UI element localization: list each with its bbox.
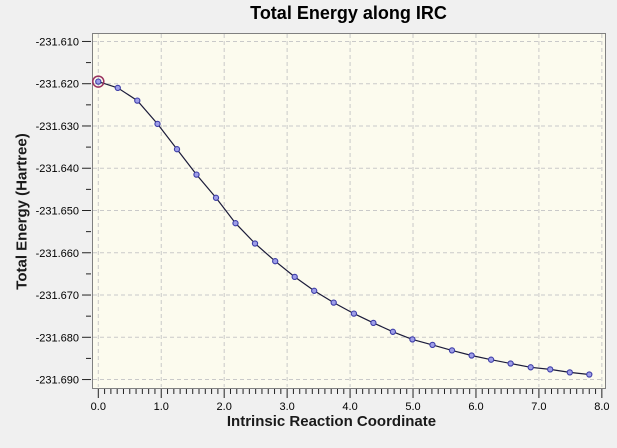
x-tick-label: 5.0 xyxy=(405,401,420,413)
data-point-marker[interactable] xyxy=(350,310,358,317)
data-point-marker[interactable] xyxy=(330,299,337,306)
data-point-marker[interactable] xyxy=(311,287,318,294)
y-tick-label: -231.690 xyxy=(36,375,79,387)
y-tick-label: -231.640 xyxy=(36,163,79,175)
data-point-marker[interactable] xyxy=(272,258,279,265)
x-tick-label: 0.0 xyxy=(91,401,106,413)
data-point-marker[interactable] xyxy=(251,240,259,247)
energy-curve xyxy=(98,81,590,376)
x-tick-label: 7.0 xyxy=(531,401,546,413)
y-tick-label: -231.610 xyxy=(36,36,79,48)
x-axis-label: Intrinsic Reaction Coordinate xyxy=(226,413,437,430)
y-tick-label: -231.680 xyxy=(36,332,79,344)
x-tick-label: 4.0 xyxy=(342,401,357,413)
data-point-marker[interactable] xyxy=(507,360,514,367)
data-point-marker[interactable] xyxy=(448,347,456,354)
data-point-marker[interactable] xyxy=(429,341,436,349)
data-point-marker[interactable] xyxy=(134,97,141,104)
x-tick-label: 6.0 xyxy=(468,401,483,413)
data-point-marker[interactable] xyxy=(193,171,200,178)
data-point-marker[interactable] xyxy=(566,369,573,376)
data-point-marker[interactable] xyxy=(527,364,534,371)
data-point-marker[interactable] xyxy=(389,328,397,335)
data-point-marker[interactable] xyxy=(487,356,495,363)
data-point-marker[interactable] xyxy=(409,336,416,343)
x-tick-label: 3.0 xyxy=(279,401,294,413)
data-point-marker[interactable] xyxy=(370,319,377,327)
selected-point-ring xyxy=(92,75,105,88)
x-tick-label: 1.0 xyxy=(154,401,169,413)
y-tick-label: -231.660 xyxy=(36,248,79,260)
x-tick-label: 2.0 xyxy=(217,401,232,413)
y-tick-label: -231.620 xyxy=(36,79,79,91)
y-axis-label: Total Energy (Hartree) xyxy=(13,133,31,290)
data-point-marker[interactable] xyxy=(173,146,181,153)
data-point-marker[interactable] xyxy=(212,194,220,201)
data-point-marker[interactable] xyxy=(95,78,102,85)
data-point-marker[interactable] xyxy=(547,366,554,373)
data-point-marker[interactable] xyxy=(114,84,121,92)
y-tick-label: -231.670 xyxy=(36,290,79,302)
data-point-marker[interactable] xyxy=(154,120,161,128)
data-point-marker[interactable] xyxy=(232,220,239,227)
y-tick-label: -231.630 xyxy=(36,121,79,133)
data-point-marker[interactable] xyxy=(291,273,298,281)
chart-title: Total Energy along IRC xyxy=(250,3,447,23)
y-tick-label: -231.650 xyxy=(36,206,79,218)
x-tick-label: 8.0 xyxy=(594,401,609,413)
data-point-marker[interactable] xyxy=(468,352,475,359)
data-point-marker[interactable] xyxy=(586,371,593,378)
